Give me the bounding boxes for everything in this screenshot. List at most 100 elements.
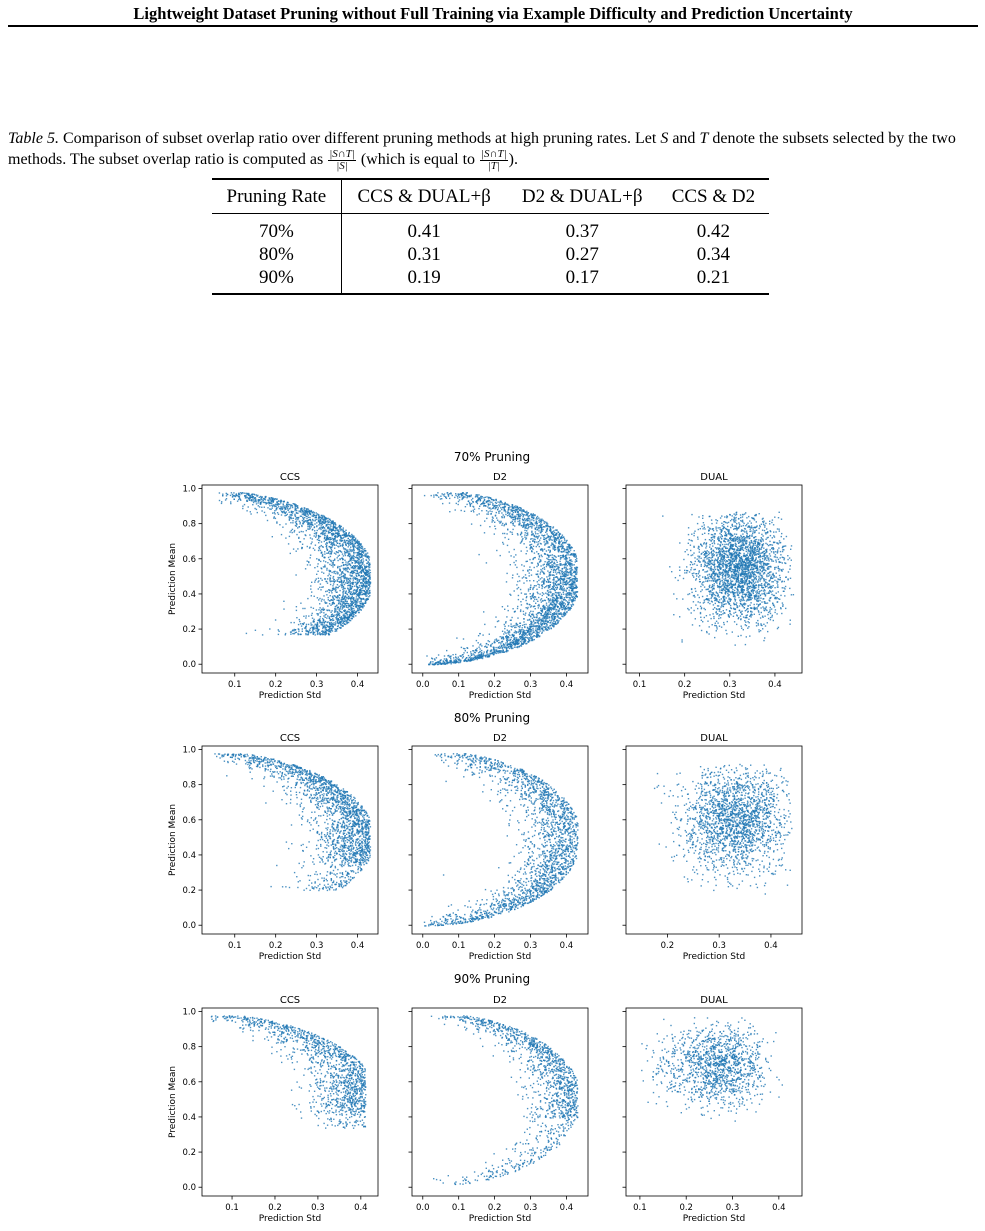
data-point: [329, 628, 332, 630]
data-point: [316, 632, 319, 634]
data-point: [540, 537, 542, 539]
data-point: [461, 657, 464, 659]
data-point: [469, 505, 472, 507]
data-point: [326, 549, 328, 551]
data-point: [563, 597, 566, 599]
data-point: [565, 540, 567, 542]
data-point: [257, 505, 259, 507]
data-point: [556, 592, 559, 594]
data-point: [298, 531, 301, 533]
data-point: [290, 516, 292, 518]
data-point: [343, 618, 345, 620]
data-point: [553, 613, 556, 616]
data-point: [269, 499, 272, 501]
data-point: [362, 548, 364, 550]
data-point: [571, 563, 573, 565]
data-point: [341, 604, 343, 607]
data-point: [443, 493, 446, 495]
data-point: [368, 564, 370, 567]
data-point: [527, 518, 529, 520]
fraction-numerator: |S∩T|: [480, 148, 508, 161]
data-point: [486, 646, 488, 648]
data-point: [555, 571, 557, 573]
data-point: [316, 529, 318, 532]
data-point: [328, 591, 330, 594]
data-point: [311, 538, 313, 540]
data-point: [298, 630, 300, 632]
data-point: [558, 608, 561, 610]
data-point: [324, 630, 326, 632]
data-point: [351, 611, 353, 613]
data-point: [545, 537, 547, 540]
data-point: [519, 640, 522, 643]
data-point: [439, 498, 442, 500]
data-point: [307, 514, 309, 516]
data-point: [551, 532, 553, 534]
data-point: [336, 526, 338, 529]
data-point: [319, 535, 322, 538]
data-point: [343, 577, 345, 579]
data-point: [362, 584, 364, 586]
data-point: [312, 511, 315, 513]
data-point: [529, 593, 531, 595]
data-point: [491, 521, 493, 523]
data-point: [473, 651, 476, 654]
data-point: [462, 656, 465, 658]
x-tick-label: 0.2: [269, 680, 283, 690]
data-point: [298, 510, 300, 512]
data-point: [499, 641, 501, 644]
data-point: [312, 518, 314, 521]
data-point: [363, 571, 365, 574]
data-point: [512, 640, 514, 642]
data-point: [353, 540, 355, 542]
data-point: [346, 551, 348, 554]
data-point: [546, 533, 548, 535]
data-point: [351, 550, 354, 552]
data-point: [302, 516, 304, 519]
data-point: [496, 620, 499, 623]
data-point: [322, 626, 324, 628]
data-point: [312, 630, 314, 632]
data-point: [519, 610, 522, 613]
data-point: [552, 533, 554, 535]
data-point: [572, 585, 574, 588]
data-point: [350, 571, 352, 574]
data-point: [337, 606, 339, 608]
data-point: [348, 544, 350, 547]
data-point: [521, 629, 523, 631]
data-point: [335, 540, 337, 542]
data-point: [302, 517, 304, 520]
data-point: [509, 634, 511, 637]
data-point: [309, 534, 311, 536]
data-point: [334, 540, 336, 542]
data-point: [522, 610, 525, 613]
data-point: [366, 552, 369, 554]
data-point: [556, 619, 558, 621]
data-point: [329, 563, 331, 566]
data-point: [563, 549, 566, 552]
data-point: [502, 532, 504, 535]
data-point: [331, 545, 334, 547]
data-point: [331, 580, 333, 582]
data-point: [502, 637, 505, 640]
data-point: [530, 574, 533, 576]
data-point: [310, 543, 312, 545]
data-point: [262, 501, 265, 504]
data-point: [347, 553, 350, 555]
data-point: [561, 564, 563, 566]
data-point: [332, 618, 334, 620]
data-point: [514, 515, 516, 517]
data-point: [309, 537, 312, 539]
data-point: [500, 643, 502, 645]
data-point: [221, 501, 223, 503]
data-point: [514, 519, 516, 521]
data-point: [301, 543, 304, 545]
data-point: [364, 550, 367, 552]
data-point: [341, 601, 343, 603]
data-point: [522, 629, 525, 631]
data-point: [305, 633, 307, 636]
data-point: [456, 495, 459, 498]
data-point: [314, 523, 316, 525]
data-point: [516, 588, 518, 590]
data-point: [333, 564, 336, 566]
